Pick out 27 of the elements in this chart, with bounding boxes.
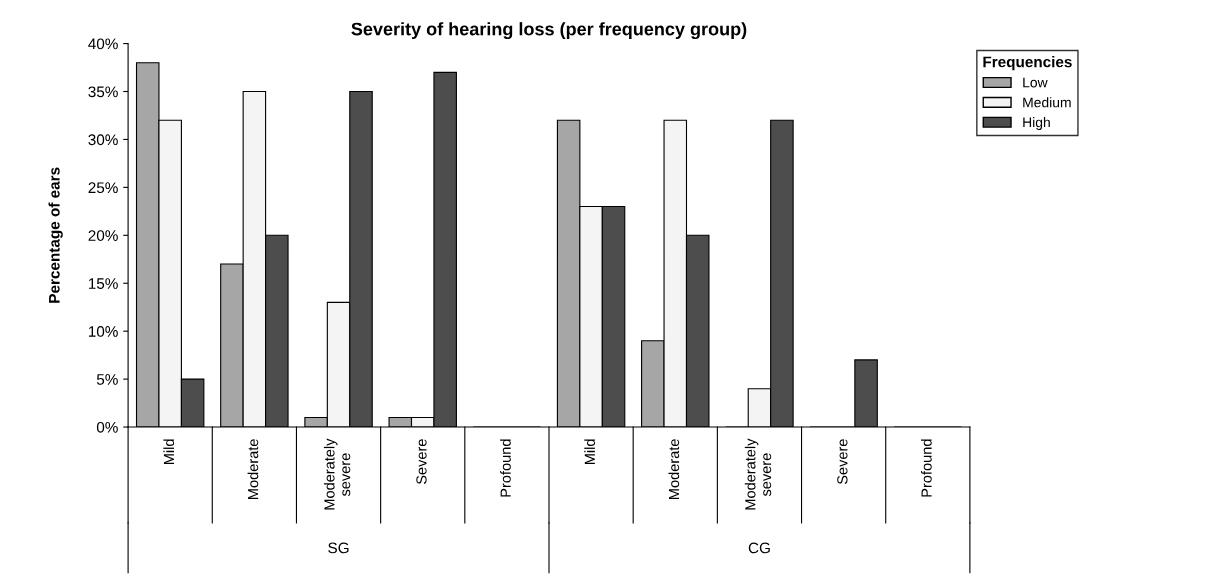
x-tick-label: Severe (416, 439, 427, 485)
x-tick-label: Moderately severe (323, 438, 351, 510)
legend-label: Low (1023, 77, 1048, 88)
x-tick-label: Mild (584, 439, 595, 465)
x-tick-label: Profound (500, 439, 511, 497)
legend-title: Frequencies (983, 56, 1072, 71)
legend-label: High (1023, 117, 1050, 130)
x-tick-label: Severe (837, 439, 848, 485)
x-tick-label: Moderate (668, 439, 680, 499)
text: SG (328, 542, 349, 554)
y-tick-label: 25% (88, 182, 118, 194)
text: CG (748, 542, 770, 554)
y-tick-label: 15% (88, 278, 118, 289)
chart-title: Severity of hearing loss (per frequency group) (351, 22, 747, 40)
y-axis-title: Percentage of ears (48, 167, 63, 303)
x-tick-label: Moderately severe (744, 438, 772, 510)
legend-label: Medium (1023, 97, 1071, 108)
y-tick-label: 5% (96, 374, 118, 385)
y-tick-label: 10% (88, 326, 118, 337)
x-tick-label: Profound (921, 439, 932, 497)
y-tick-label: 35% (88, 86, 118, 98)
x-tick-label: Mild (163, 439, 175, 465)
y-tick-label: 0% (96, 421, 118, 433)
x-tick-label: Moderate (247, 439, 259, 499)
y-tick-label: 20% (88, 230, 118, 241)
y-tick-label: 40% (88, 38, 118, 50)
y-tick-label: 30% (88, 134, 118, 146)
